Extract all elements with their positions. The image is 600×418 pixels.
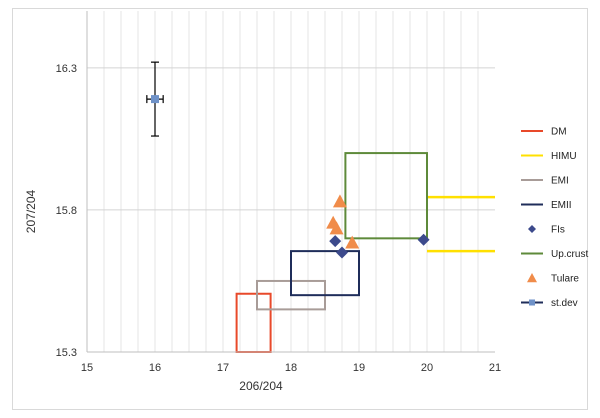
x-tick-label: 16 <box>149 362 161 374</box>
fis-point <box>417 233 430 246</box>
legend-label-tulare: Tulare <box>551 274 579 285</box>
x-tick-label: 17 <box>217 362 229 374</box>
y-tick-label: 15.3 <box>56 347 77 359</box>
legend-label-fis: FIs <box>551 225 565 236</box>
tick-labels: 15 16 17 18 19 20 21 15.3 15.8 16.3 <box>56 63 502 374</box>
region-boxes <box>235 152 495 353</box>
legend-swatch-tulare <box>527 273 537 283</box>
legend-label-emi: EMI <box>551 176 569 187</box>
legend-marker-st-dev <box>529 299 535 306</box>
legend-swatch-fis <box>528 225 536 233</box>
x-tick-label: 15 <box>81 362 93 374</box>
x-axis-label: 206/204 <box>239 379 283 393</box>
gridlines <box>87 11 495 352</box>
legend-label-dm: DM <box>551 127 567 138</box>
tulare-point <box>345 235 360 249</box>
x-tick-label: 18 <box>285 362 297 374</box>
legend-label-himu: HIMU <box>551 151 577 162</box>
emii-box <box>290 250 360 297</box>
legend: DM HIMU EMI EMII FIs Up.crust Tulare st.dev <box>521 127 588 309</box>
y-axis-label: 207/204 <box>24 189 38 233</box>
tulare-point <box>329 221 344 235</box>
legend-label-emii: EMII <box>551 200 572 211</box>
x-tick-label: 21 <box>489 362 501 374</box>
scatter-chart: 15 16 17 18 19 20 21 15.3 15.8 16.3 206/204 207/2… <box>24 11 588 393</box>
dm-box <box>235 292 272 353</box>
y-tick-label: 15.8 <box>56 205 77 217</box>
legend-label-up-crust: Up.crust <box>551 249 588 260</box>
up-crust-box <box>344 152 428 240</box>
data-markers <box>146 61 430 259</box>
fis-point <box>329 235 342 248</box>
y-tick-label: 16.3 <box>56 63 77 75</box>
fis-point <box>336 246 348 259</box>
chart-frame: 15 16 17 18 19 20 21 15.3 15.8 16.3 206/204 207/2… <box>12 8 588 410</box>
x-tick-label: 19 <box>353 362 365 374</box>
st-dev-point <box>151 95 159 104</box>
axes <box>86 11 495 353</box>
legend-label-st-dev: st.dev <box>551 298 578 309</box>
tulare-point <box>332 194 347 208</box>
x-tick-label: 20 <box>421 362 433 374</box>
